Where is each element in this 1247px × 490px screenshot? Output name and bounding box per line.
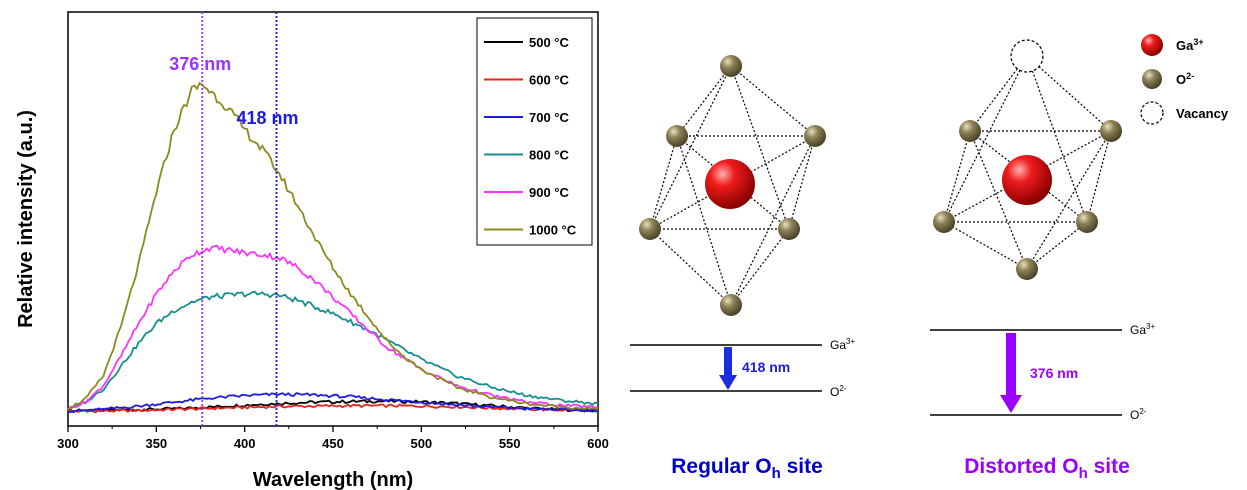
x-axis-ticks: 300 350 400 450 500 550 600 — [57, 426, 609, 451]
annotation-label: 418 nm — [236, 108, 298, 128]
down-arrow-icon — [719, 347, 737, 390]
x-tick-label: 300 — [57, 436, 79, 451]
o-atom — [778, 218, 800, 240]
series-lines — [67, 81, 599, 414]
legend-box — [476, 17, 593, 246]
o-atom — [933, 211, 955, 233]
o-atom — [1100, 120, 1122, 142]
o-atom — [804, 125, 826, 147]
species-legend-label: O2- — [1176, 71, 1194, 87]
legend-label: 900 °C — [529, 185, 570, 200]
o-atom — [959, 120, 981, 142]
distorted-site-title: Distorted Oh site — [964, 455, 1130, 482]
x-tick-label: 400 — [234, 436, 256, 451]
x-tick-label: 550 — [499, 436, 521, 451]
o-atom — [720, 55, 742, 77]
o-atom — [639, 218, 661, 240]
regular-site-title: Regular Oh site — [671, 455, 823, 482]
annotation-label: 376 nm — [169, 54, 231, 74]
o-atom — [1016, 258, 1038, 280]
regular-atoms — [639, 55, 826, 316]
o-atom — [720, 294, 742, 316]
legend-label: 600 °C — [529, 73, 570, 88]
red-sphere-icon — [1141, 34, 1163, 56]
ga-atom — [1002, 155, 1052, 205]
distorted-energy-diagram: Ga3+ O2- 376 nm Distorted Oh site — [930, 322, 1155, 482]
dashed-circle-icon — [1140, 101, 1164, 125]
o-atom — [1076, 211, 1098, 233]
olive-sphere-icon — [1142, 69, 1162, 89]
distorted-atoms — [933, 39, 1122, 280]
chart: 300 350 400 450 500 550 600 376 nm 418 nm Wavel… — [15, 11, 609, 490]
x-tick-label: 450 — [322, 436, 344, 451]
legend-label: 800 °C — [529, 148, 570, 163]
x-tick-label: 600 — [587, 436, 609, 451]
annotation-lines: 376 nm 418 nm — [169, 12, 299, 426]
transition-label: 376 nm — [1030, 365, 1078, 381]
legend-label: 500 °C — [529, 35, 570, 50]
ga-level-label: Ga3+ — [830, 337, 855, 352]
chart-legend: 500 °C 600 °C 700 °C 800 °C 900 °C 1000 °C — [476, 17, 593, 246]
o-level-label: O2- — [830, 384, 847, 399]
x-tick-label: 350 — [145, 436, 167, 451]
series-line — [67, 81, 599, 411]
legend-label: 700 °C — [529, 110, 570, 125]
ga-level-label: Ga3+ — [1130, 322, 1155, 337]
legend-label: 1000 °C — [529, 223, 577, 238]
distorted-octahedron — [943, 55, 1112, 270]
series-line — [67, 290, 599, 411]
series-line — [67, 392, 599, 414]
x-axis-label: Wavelength (nm) — [253, 469, 413, 490]
species-legend-label: Vacancy — [1176, 106, 1229, 121]
species-legend-label: Ga3+ — [1176, 37, 1204, 53]
o-atom — [666, 125, 688, 147]
transition-label: 418 nm — [742, 359, 790, 375]
series-line — [67, 244, 599, 411]
regular-energy-diagram: Ga3+ O2- 418 nm Regular Oh site — [630, 337, 855, 482]
species-legend: Ga3+ O2- Vacancy — [1140, 34, 1229, 125]
vacancy-site — [1010, 39, 1044, 73]
ga-atom — [705, 159, 755, 209]
x-tick-label: 500 — [410, 436, 432, 451]
down-arrow-icon — [1000, 333, 1022, 413]
y-axis-label: Relative intensity (a.u.) — [15, 110, 37, 328]
o-level-label: O2- — [1130, 407, 1147, 422]
